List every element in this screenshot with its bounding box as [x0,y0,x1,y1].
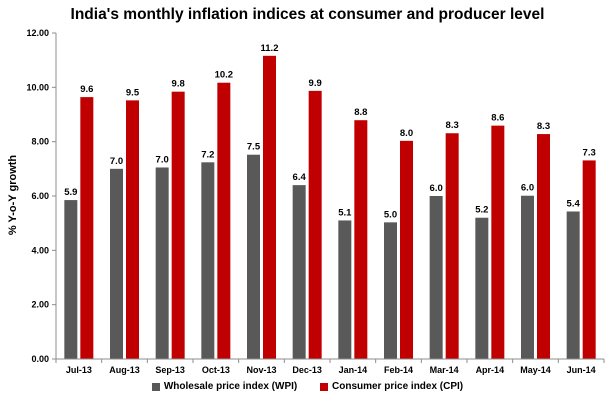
data-label-cpi: 8.3 [446,120,459,131]
bar-cpi [171,91,185,360]
data-label-cpi: 10.2 [215,70,234,81]
bar-cpi [217,82,231,359]
x-tick-label: Aug-13 [109,365,140,375]
legend-item-cpi: Consumer price index (CPI) [320,381,463,392]
data-label-wpi: 5.2 [475,205,488,216]
bar-wpi [475,217,489,359]
legend-label-wpi: Wholesale price index (WPI) [163,381,298,392]
bar-cpi [491,125,505,359]
data-label-wpi: 6.0 [521,183,534,194]
data-label-cpi: 9.6 [80,84,93,95]
data-label-wpi: 5.0 [384,209,397,220]
data-label-cpi: 11.2 [261,43,279,54]
bar-cpi [80,97,94,359]
x-tick-label: Apr-14 [476,365,505,375]
bar-wpi [292,185,306,359]
bar-wpi [566,211,580,359]
bar-cpi [354,120,368,359]
y-tick-label: 4.00 [31,245,49,255]
data-label-cpi: 8.6 [491,113,504,124]
x-tick-label: May-14 [520,365,551,375]
x-tick-label: Dec-13 [292,365,322,375]
data-label-cpi: 8.8 [354,107,367,118]
chart-title: India's monthly inflation indices at con… [70,6,545,23]
bar-wpi [521,195,534,359]
legend-swatch-cpi [320,382,328,391]
x-tick-label: Mar-14 [430,365,459,375]
bar-wpi [338,220,352,359]
y-tick-label: 6.00 [31,191,49,201]
bar-cpi [308,90,322,360]
x-tick-label: Sep-13 [155,365,185,375]
legend-swatch-wpi [151,382,160,391]
x-tick-label: Nov-13 [246,365,276,375]
y-tick-label: 0.00 [31,354,49,364]
data-label-wpi: 6.4 [293,172,307,183]
bar-cpi [263,55,276,359]
data-label-wpi: 5.1 [338,207,352,218]
bar-cpi [400,140,413,359]
x-tick-label: Oct-13 [202,365,230,375]
legend-label-cpi: Consumer price index (CPI) [332,381,464,392]
data-label-wpi: 7.0 [110,156,123,167]
bar-wpi [201,162,215,359]
data-label-wpi: 7.5 [247,142,261,153]
data-label-wpi: 7.2 [201,149,214,160]
y-tick-label: 10.00 [26,82,49,92]
bar-wpi [64,200,78,359]
data-label-wpi: 6.0 [430,183,443,194]
y-tick-label: 12.00 [26,28,49,38]
data-label-cpi: 9.5 [126,87,140,98]
data-label-cpi: 8.3 [537,121,550,132]
bar-cpi [582,160,596,359]
bar-cpi [126,100,139,359]
x-tick-label: Jan-14 [339,365,368,375]
bar-cpi [445,133,459,359]
data-label-cpi: 9.8 [172,79,185,90]
data-label-wpi: 7.0 [156,154,169,165]
x-tick-label: Jun-14 [567,365,596,375]
data-label-cpi: 9.9 [309,78,322,89]
data-label-cpi: 7.3 [583,147,596,158]
data-label-wpi: 5.4 [567,198,581,209]
y-tick-label: 8.00 [31,137,49,147]
x-tick-label: Jul-13 [66,365,92,375]
bar-cpi [537,134,550,359]
legend-item-wpi: Wholesale price index (WPI) [151,381,298,392]
bar-wpi [110,168,123,359]
data-label-wpi: 5.9 [64,187,77,198]
bar-wpi [155,167,169,359]
bar-wpi [247,154,260,359]
bar-wpi [429,196,443,359]
x-tick-label: Feb-14 [384,365,413,375]
y-tick-label: 2.00 [31,300,49,310]
legend: Wholesale price index (WPI) Consumer pri… [0,381,615,394]
bar-wpi [384,222,397,359]
data-label-cpi: 8.0 [400,128,413,139]
